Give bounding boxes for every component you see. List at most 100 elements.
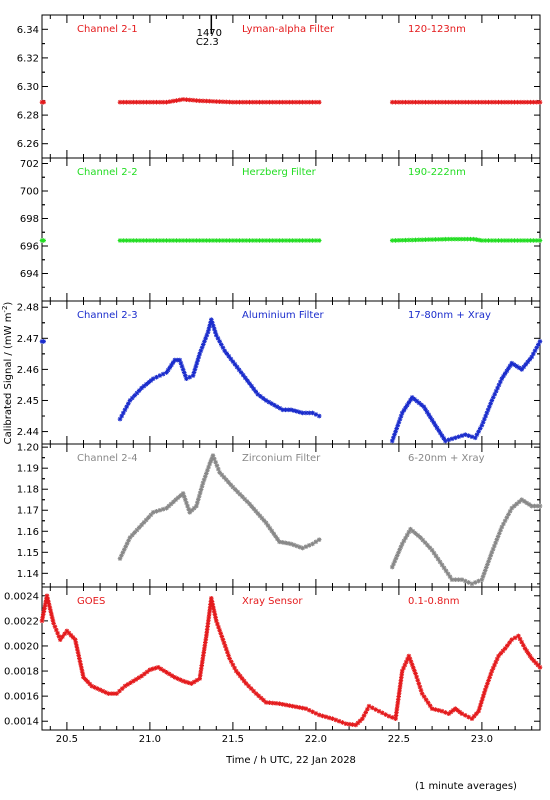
data-point-247: [481, 690, 487, 696]
data-point-146: [267, 700, 272, 706]
data-point-77: [436, 237, 442, 242]
data-point-170: [346, 721, 352, 727]
data-point-36: [187, 374, 193, 380]
data-point-143: [481, 571, 487, 576]
data-point-220: [421, 694, 427, 699]
data-point-164: [499, 376, 505, 382]
data-point-144: [482, 568, 488, 573]
data-point-112: [406, 529, 412, 535]
data-point-48: [202, 339, 207, 344]
y-tick-label: 2.46: [17, 365, 39, 376]
data-point-55: [117, 688, 122, 694]
y-tick-label: 702: [20, 159, 39, 170]
data-point-111: [398, 413, 404, 419]
data-point-151: [283, 702, 289, 708]
data-point-75: [255, 511, 261, 516]
data-point-48: [270, 99, 276, 105]
y-tick-label: 1.19: [17, 464, 39, 475]
data-point-91: [479, 238, 485, 243]
data-point-116: [415, 533, 421, 538]
data-point-275: [529, 656, 534, 661]
data-point-46: [263, 238, 269, 243]
data-point-100: [205, 624, 210, 629]
data-point-40: [243, 99, 249, 105]
data-point-138: [469, 581, 475, 587]
data-point-73: [423, 99, 428, 105]
data-point-234: [457, 709, 463, 715]
data-point-35: [184, 376, 189, 382]
data-point-148: [477, 426, 483, 431]
data-point-4: [124, 238, 129, 243]
data-point-48: [270, 238, 276, 243]
data-point-53: [207, 323, 212, 329]
data-point-60: [310, 238, 315, 243]
data-point-122: [429, 547, 435, 553]
data-point-91: [200, 653, 206, 658]
data-point-50: [207, 461, 212, 467]
data-point-129: [431, 420, 437, 425]
data-point-5: [127, 238, 133, 243]
data-point-62: [136, 675, 142, 681]
data-point-136: [463, 578, 468, 584]
data-point-88: [282, 540, 288, 546]
data-point-41: [194, 360, 200, 366]
data-point-142: [480, 574, 486, 579]
data-point-75: [172, 675, 178, 680]
y-tick-label: 0.0014: [4, 717, 39, 728]
data-point-104: [206, 611, 212, 617]
data-point-172: [514, 363, 520, 369]
data-point-233: [455, 708, 460, 713]
data-point-98: [505, 99, 511, 105]
data-point-140: [456, 434, 461, 440]
data-point-65: [396, 99, 402, 105]
data-point-116: [214, 618, 219, 624]
data-point-89: [476, 99, 481, 105]
data-point-66: [224, 351, 229, 356]
data-point-18: [170, 98, 176, 104]
data-point-65: [396, 238, 402, 243]
channel-label: Channel 2-4: [77, 453, 138, 464]
data-point-228: [443, 710, 448, 715]
data-point-127: [439, 562, 445, 568]
data-point-123: [221, 640, 227, 646]
data-point-179: [366, 703, 372, 709]
data-point-22: [166, 503, 172, 509]
data-point-70: [413, 237, 418, 243]
data-point-72: [419, 99, 425, 105]
data-point-142: [463, 432, 468, 437]
data-point-95: [294, 409, 300, 414]
data-point-58: [303, 99, 309, 105]
data-point-76: [175, 676, 180, 681]
data-point-226: [436, 708, 442, 713]
data-point-51: [280, 99, 285, 105]
data-point-101: [313, 412, 319, 417]
data-point-197: [397, 684, 403, 690]
data-point-69: [242, 496, 248, 502]
data-point-53: [111, 691, 117, 696]
data-point-9: [132, 530, 137, 535]
filter-label: Herzberg Filter: [242, 167, 317, 178]
data-point-42: [250, 238, 256, 243]
data-point-5: [124, 541, 130, 546]
data-point-129: [443, 568, 449, 574]
data-point-97: [499, 238, 504, 243]
data-point-45: [260, 238, 266, 243]
data-point-180: [370, 705, 375, 711]
data-point-141: [253, 691, 259, 696]
data-point-99: [306, 410, 312, 416]
data-point-100: [310, 410, 315, 416]
data-point-181: [373, 707, 378, 712]
data-point-169: [521, 499, 527, 504]
data-point-119: [217, 627, 222, 633]
data-point-148: [273, 701, 279, 706]
y-tick-label: 1.15: [17, 548, 39, 559]
data-point-159: [501, 521, 506, 527]
data-point-20: [55, 630, 60, 636]
data-point-145: [484, 565, 489, 570]
data-point-93: [297, 544, 303, 550]
y-axis-label-main: Calibrated Signal / (mW m: [3, 313, 14, 445]
channel-label: Channel 2-2: [77, 167, 138, 178]
data-point-22: [184, 97, 189, 102]
data-point-35: [77, 656, 82, 661]
